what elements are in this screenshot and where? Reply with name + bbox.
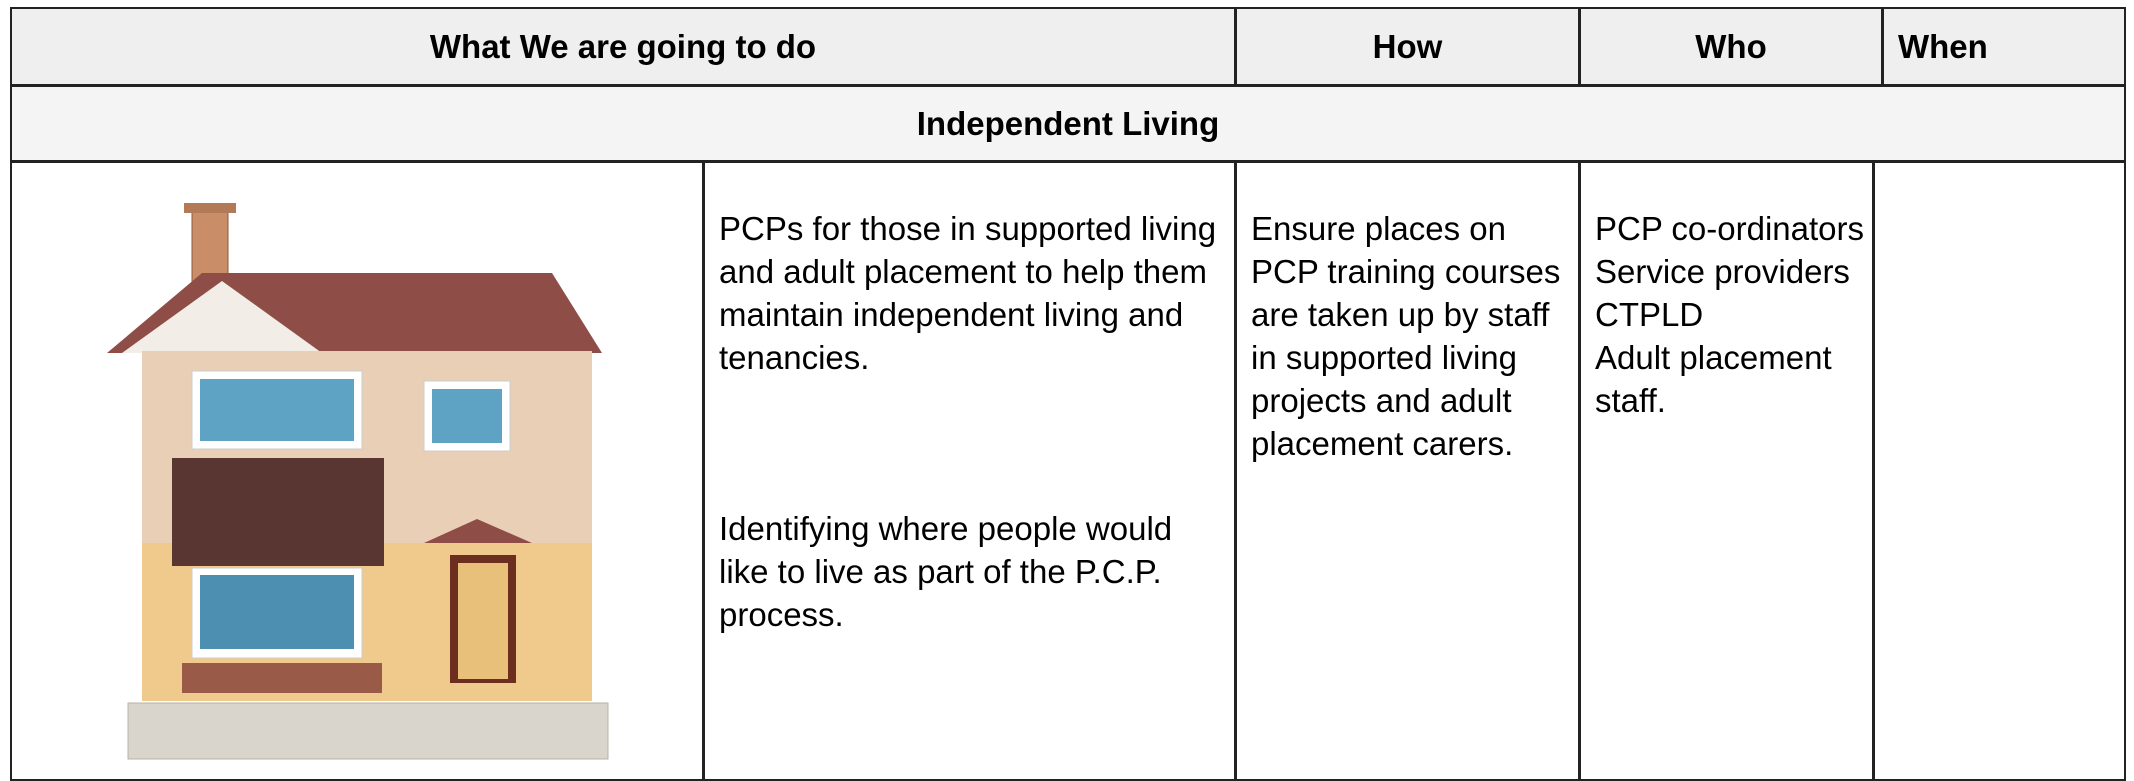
who-cell: PCP co-ordinators Service providers CTPL… <box>1579 161 1874 781</box>
header-text: Who <box>1695 27 1767 65</box>
line: Service providers <box>1595 253 1850 290</box>
when-cell <box>1873 161 2126 781</box>
line: PCP co-ordinators <box>1595 210 1865 247</box>
section-cell: Independent Living <box>10 85 2126 162</box>
what-cell: PCPs for those in supported living and a… <box>703 161 1236 781</box>
header-cell: How <box>1235 7 1580 86</box>
line: Adult placement staff. <box>1595 339 1832 419</box>
house-image <box>107 203 609 760</box>
paragraph: PCPs for those in supported living and a… <box>719 210 1217 376</box>
header-cell: When <box>1882 7 2126 86</box>
paragraph: Identifying where people would like to l… <box>719 510 1173 633</box>
header-text: What We are going to do <box>429 27 817 65</box>
header-cell: What We are going to do <box>10 7 1236 86</box>
paragraph: Ensure places on PCP training courses ar… <box>1251 210 1561 462</box>
header-text: When <box>1898 27 1988 65</box>
how-cell: Ensure places on PCP training courses ar… <box>1235 161 1580 781</box>
image-cell <box>10 161 704 781</box>
header-text: How <box>1372 27 1443 65</box>
header-cell: Who <box>1579 7 1883 86</box>
section-title: Independent Living <box>916 104 1220 142</box>
line: CTPLD <box>1595 296 1704 333</box>
